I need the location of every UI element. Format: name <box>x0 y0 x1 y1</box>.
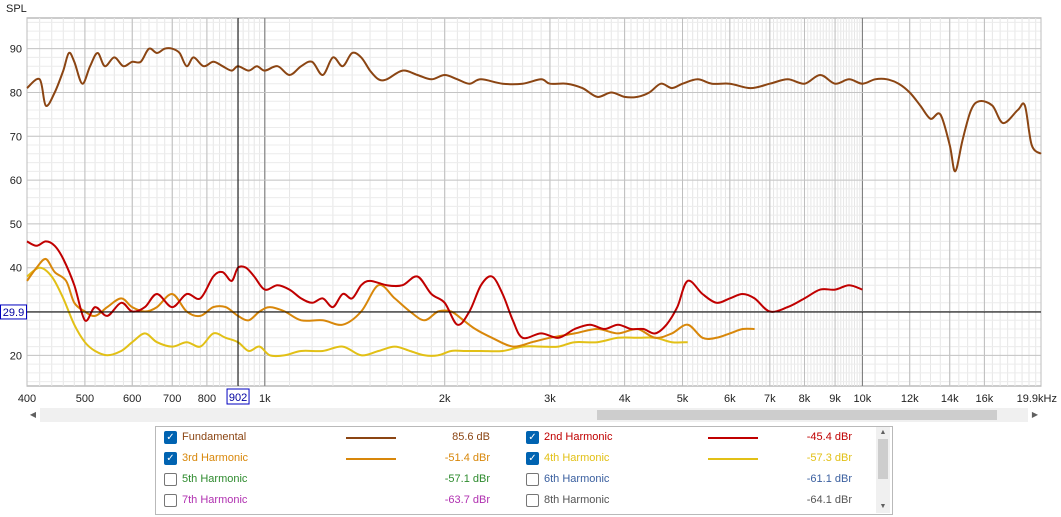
legend-swatch <box>708 437 758 439</box>
legend-label: Fundamental <box>182 431 247 443</box>
x-tick-label: 2k <box>439 393 451 405</box>
legend-swatch <box>346 437 396 439</box>
x-tick-label: 8k <box>799 393 811 405</box>
x-axis: 400 500 600 700 800 1k 2k 3k 4k 5k 6k 7k 8k 9k 10k 12k 1… <box>18 393 1057 405</box>
legend-value: 85.6 dB <box>452 431 490 443</box>
legend-value: -51.4 dBr <box>444 452 490 464</box>
legend-item[interactable]: ✓ Fundamental 85.6 dB <box>156 427 506 448</box>
legend-item[interactable]: 7th Harmonic -63.7 dBr <box>156 490 506 511</box>
checkbox-unchecked-icon[interactable] <box>526 473 539 486</box>
x-tick-label: 1k <box>259 393 271 405</box>
scroll-left-icon[interactable]: ◀ <box>29 410 37 419</box>
legend-scrollbar[interactable]: ▲ ▼ <box>876 427 890 513</box>
y-tick-label: 70 <box>10 131 22 143</box>
legend-value: -64.1 dBr <box>806 494 852 506</box>
cursor-x-readout: 902 <box>229 392 247 404</box>
series-line-fundamental <box>26 47 1042 173</box>
x-tick-label: 12k <box>901 393 919 405</box>
series-line-2nd-harmonic <box>26 240 863 340</box>
cursor[interactable]: 29.9 902 <box>0 18 1042 405</box>
cursor-x-readout-box <box>226 388 250 405</box>
legend-scroll-thumb[interactable] <box>878 439 888 479</box>
scroll-thumb[interactable] <box>597 410 997 420</box>
x-tick-label: 700 <box>163 393 181 405</box>
checkbox-checked-icon[interactable]: ✓ <box>526 452 539 465</box>
x-tick-label: 800 <box>198 393 216 405</box>
legend-value: -63.7 dBr <box>444 494 490 506</box>
legend-swatch <box>708 458 758 460</box>
x-tick-label: 9k <box>829 393 841 405</box>
legend-value: -61.1 dBr <box>806 473 852 485</box>
cursor-y-readout: 29.9 <box>3 307 24 319</box>
legend-label: 5th Harmonic <box>182 473 248 485</box>
x-tick-label: 500 <box>76 393 94 405</box>
y-axis-label: SPL <box>6 3 27 15</box>
x-tick-label: 3k <box>544 393 556 405</box>
series-line-4th-harmonic <box>26 266 688 358</box>
x-tick-label: 4k <box>619 393 631 405</box>
checkbox-unchecked-icon[interactable] <box>526 494 539 507</box>
legend-label: 6th Harmonic <box>544 473 610 485</box>
x-tick-label: 600 <box>123 393 141 405</box>
legend-label: 7th Harmonic <box>182 494 248 506</box>
legend-item[interactable]: 6th Harmonic -61.1 dBr <box>518 469 868 490</box>
y-tick-label: 90 <box>10 44 22 56</box>
x-tick-label: 16k <box>976 393 994 405</box>
legend-label: 2nd Harmonic <box>544 431 613 443</box>
legend-item[interactable]: ✓ 2nd Harmonic -45.4 dBr <box>518 427 868 448</box>
scroll-right-icon[interactable]: ▶ <box>1031 410 1039 419</box>
legend-item[interactable]: ✓ 4th Harmonic -57.3 dBr <box>518 448 868 469</box>
y-tick-label: 60 <box>10 175 22 187</box>
legend-item[interactable]: 5th Harmonic -57.1 dBr <box>156 469 506 490</box>
checkbox-checked-icon[interactable]: ✓ <box>526 431 539 444</box>
legend-value: -45.4 dBr <box>806 431 852 443</box>
cursor-y-readout-box <box>0 304 27 320</box>
x-tick-label: 5k <box>677 393 689 405</box>
legend-item[interactable]: ✓ 3rd Harmonic -51.4 dBr <box>156 448 506 469</box>
x-tick-label: 14k <box>941 393 959 405</box>
y-tick-label: 40 <box>10 263 22 275</box>
legend-label: 4th Harmonic <box>544 452 610 464</box>
y-tick-label: 50 <box>10 219 22 231</box>
checkbox-checked-icon[interactable]: ✓ <box>164 452 177 465</box>
legend-item[interactable]: 8th Harmonic -64.1 dBr <box>518 490 868 511</box>
x-tick-label: 19.9kHz <box>1017 393 1057 405</box>
checkbox-unchecked-icon[interactable] <box>164 473 177 486</box>
scroll-up-icon[interactable]: ▲ <box>879 429 887 436</box>
checkbox-unchecked-icon[interactable] <box>164 494 177 507</box>
x-tick-label: 7k <box>764 393 776 405</box>
y-tick-label: 20 <box>10 350 22 362</box>
checkbox-checked-icon[interactable]: ✓ <box>164 431 177 444</box>
x-tick-label: 6k <box>724 393 736 405</box>
legend-panel: ✓ Fundamental 85.6 dB ✓ 2nd Harmonic -45.4 dB… <box>155 426 893 515</box>
legend-value: -57.1 dBr <box>444 473 490 485</box>
horizontal-scrollbar[interactable]: ◀ ▶ <box>26 408 1042 422</box>
x-tick-label: 400 <box>18 393 36 405</box>
legend-label: 3rd Harmonic <box>182 452 249 464</box>
spl-chart[interactable]: 2030405060708090 4005006007008001k2k3k4k… <box>0 0 1061 405</box>
x-tick-label: 10k <box>854 393 872 405</box>
scroll-down-icon[interactable]: ▼ <box>879 503 887 510</box>
legend-swatch <box>346 458 396 460</box>
legend-label: 8th Harmonic <box>544 494 610 506</box>
y-axis: 2030405060708090 <box>10 44 22 363</box>
series-group <box>26 47 1042 358</box>
legend-value: -57.3 dBr <box>806 452 852 464</box>
y-tick-label: 80 <box>10 87 22 99</box>
